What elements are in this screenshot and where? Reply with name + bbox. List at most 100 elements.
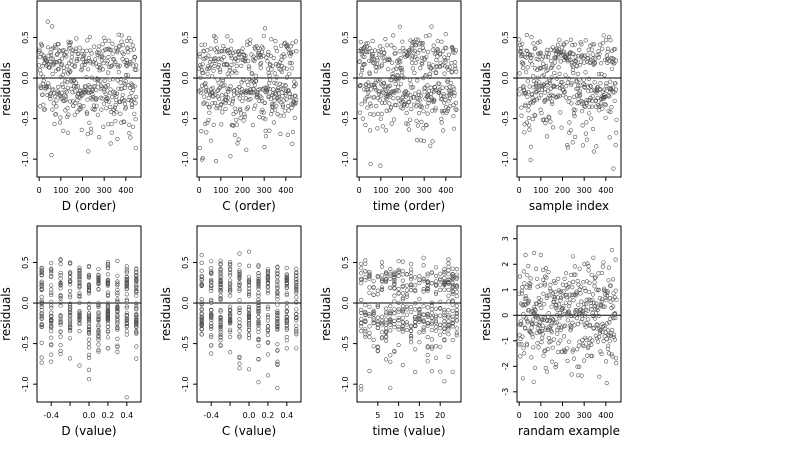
data-point bbox=[42, 107, 47, 112]
data-point bbox=[275, 302, 280, 307]
data-point bbox=[578, 291, 583, 296]
data-point bbox=[568, 128, 573, 133]
data-point bbox=[580, 123, 585, 128]
data-point bbox=[450, 324, 455, 329]
data-point bbox=[284, 273, 289, 278]
data-point bbox=[268, 77, 273, 83]
data-point bbox=[294, 295, 299, 300]
data-point bbox=[116, 70, 121, 75]
data-point bbox=[64, 89, 69, 94]
data-point bbox=[369, 82, 374, 87]
data-point bbox=[387, 92, 393, 97]
y-tick-label: -0.5 bbox=[341, 111, 350, 127]
data-point bbox=[284, 323, 289, 328]
data-point bbox=[200, 156, 205, 161]
data-point bbox=[441, 128, 446, 133]
data-point bbox=[577, 89, 583, 94]
data-point bbox=[77, 284, 82, 289]
data-point bbox=[586, 111, 592, 116]
data-point bbox=[115, 336, 120, 342]
data-point bbox=[429, 346, 435, 351]
data-point bbox=[256, 263, 261, 268]
data-point bbox=[450, 276, 455, 282]
data-point bbox=[96, 347, 101, 353]
data-point bbox=[585, 353, 590, 358]
data-point bbox=[256, 273, 261, 278]
data-point bbox=[252, 58, 257, 64]
data-point bbox=[220, 78, 225, 84]
data-point bbox=[390, 71, 395, 77]
data-point bbox=[106, 122, 111, 127]
data-point bbox=[106, 38, 111, 43]
data-point bbox=[419, 93, 424, 98]
data-point bbox=[86, 327, 92, 332]
y-tick-label: -0.5 bbox=[21, 336, 30, 352]
data-point bbox=[537, 302, 542, 308]
data-point bbox=[237, 335, 242, 340]
data-point bbox=[86, 352, 92, 358]
data-point bbox=[77, 291, 82, 296]
data-point bbox=[562, 89, 567, 95]
data-point bbox=[218, 330, 223, 335]
data-point bbox=[568, 326, 574, 331]
data-point bbox=[601, 304, 606, 309]
data-point bbox=[120, 56, 125, 62]
data-point bbox=[368, 101, 373, 106]
data-point bbox=[575, 71, 581, 76]
data-point bbox=[67, 310, 73, 315]
x-tick-label: 400 bbox=[598, 411, 613, 420]
data-point bbox=[388, 273, 393, 278]
data-point bbox=[425, 321, 430, 326]
data-point bbox=[565, 358, 570, 364]
data-point bbox=[400, 304, 405, 309]
data-point bbox=[288, 53, 293, 58]
data-point bbox=[379, 323, 385, 328]
data-point bbox=[599, 46, 605, 51]
data-point bbox=[77, 265, 82, 270]
data-point bbox=[246, 332, 252, 337]
data-point bbox=[58, 270, 63, 276]
data-point bbox=[226, 50, 231, 55]
data-point bbox=[606, 351, 612, 356]
data-point bbox=[251, 57, 256, 62]
data-point bbox=[542, 90, 548, 95]
data-point bbox=[562, 308, 567, 314]
data-point bbox=[105, 262, 110, 267]
data-point bbox=[240, 98, 245, 103]
data-point bbox=[579, 311, 584, 316]
data-point bbox=[570, 279, 576, 285]
data-point bbox=[134, 275, 139, 280]
data-point bbox=[76, 51, 81, 56]
data-point bbox=[453, 48, 459, 53]
data-point bbox=[446, 314, 451, 319]
data-point bbox=[269, 112, 274, 117]
data-point bbox=[97, 54, 102, 59]
data-point bbox=[381, 51, 387, 56]
data-point bbox=[562, 90, 567, 95]
data-point bbox=[96, 322, 101, 328]
data-point bbox=[257, 114, 262, 120]
data-point bbox=[363, 303, 368, 308]
data-point bbox=[286, 46, 291, 52]
data-point bbox=[77, 285, 82, 290]
data-point bbox=[442, 71, 447, 76]
data-point bbox=[584, 120, 589, 125]
x-tick-label: 200 bbox=[75, 186, 90, 195]
data-point bbox=[96, 282, 101, 287]
data-point bbox=[199, 129, 204, 134]
data-point bbox=[265, 59, 270, 64]
data-point bbox=[444, 85, 449, 90]
data-point bbox=[363, 258, 368, 263]
data-point bbox=[197, 51, 202, 57]
data-point bbox=[284, 320, 289, 325]
data-point bbox=[284, 334, 289, 340]
data-point bbox=[433, 290, 439, 295]
data-point bbox=[67, 323, 73, 328]
data-point bbox=[518, 45, 524, 51]
data-point bbox=[553, 280, 558, 286]
data-point bbox=[124, 270, 129, 275]
data-point bbox=[39, 270, 44, 276]
data-point bbox=[237, 355, 242, 361]
data-point bbox=[575, 322, 581, 327]
data-point bbox=[228, 53, 233, 59]
